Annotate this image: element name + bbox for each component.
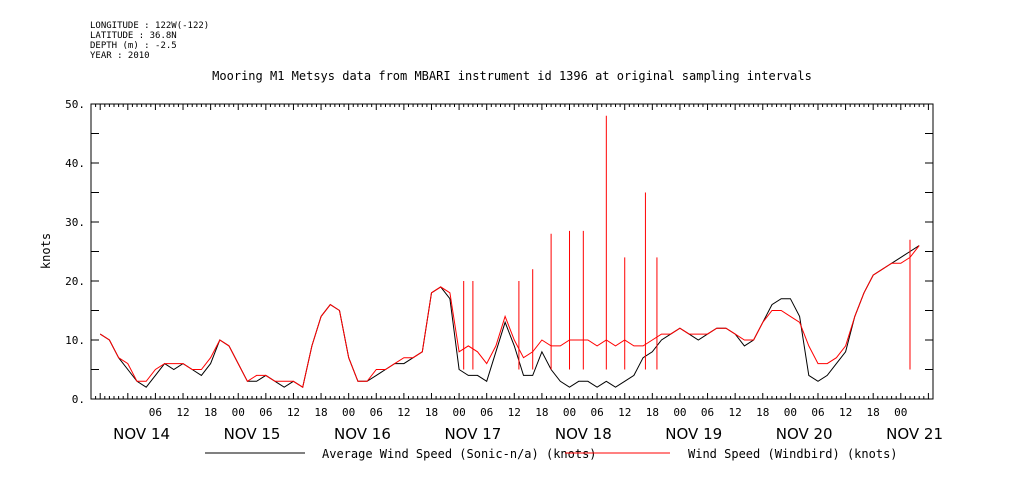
y-tick-label: 50. [65,98,85,111]
x-hour-label: 00 [563,406,576,419]
x-day-label: NOV 20 [776,425,833,443]
x-hour-label: 12 [287,406,300,419]
metadata-block: LONGITUDE : 122W(-122) LATITUDE : 36.8N … [90,21,209,61]
plot-frame [90,103,934,400]
x-hour-label: 06 [811,406,824,419]
legend: Average Wind Speed (Sonic-n/a) (knots) W… [205,447,898,461]
x-hour-label: 18 [535,406,548,419]
legend-label-average: Average Wind Speed (Sonic-n/a) (knots) [322,447,597,461]
x-hour-label: 06 [149,406,162,419]
metadata-longitude: LONGITUDE : 122W(-122) [90,21,210,31]
y-tick-label: 30. [65,216,85,229]
y-axis-label: knots [39,233,53,269]
x-day-label: NOV 16 [334,425,391,443]
x-hour-label: 12 [618,406,631,419]
x-hour-label: 00 [784,406,797,419]
x-hour-label: 06 [259,406,272,419]
series-line-average-wind-speed [99,245,920,389]
x-day-label: NOV 14 [113,425,170,443]
x-hour-label: 18 [646,406,659,419]
legend-label-windbird: Wind Speed (Windbird) (knots) [688,447,898,461]
x-hour-label: 18 [756,406,769,419]
x-day-label: NOV 15 [224,425,281,443]
x-day-label: NOV 18 [555,425,612,443]
x-hour-label: 18 [204,406,217,419]
y-tick-label: 40. [65,157,85,170]
chart-title: Mooring M1 Metsys data from MBARI instru… [212,69,812,83]
x-day-label: NOV 21 [886,425,943,443]
y-tick-label: 10. [65,334,85,347]
x-hour-label: 18 [425,406,438,419]
x-hour-label: 12 [729,406,742,419]
y-tick-label: 0. [72,393,85,406]
x-hour-label: 06 [480,406,493,419]
y-axis-tick-labels: 0. 10. 20. 30. 40. 50. [65,98,85,406]
x-day-label: NOV 17 [444,425,501,443]
series-group [99,115,920,389]
x-hour-label: 00 [673,406,686,419]
x-hour-label: 06 [370,406,383,419]
x-hour-label: 12 [508,406,521,419]
x-day-label: NOV 19 [665,425,722,443]
series-line-windbird-wind-speed [99,245,920,389]
x-hour-label: 00 [894,406,907,419]
x-hour-label: 00 [232,406,245,419]
x-hour-label: 18 [867,406,880,419]
x-hour-label: 12 [397,406,410,419]
y-tick-label: 20. [65,275,85,288]
x-axis-day-labels: NOV 14 NOV 15 NOV 16 NOV 17 NOV 18 NOV 19 NOV … [113,425,943,443]
x-hour-label: 00 [452,406,465,419]
x-hour-label: 06 [701,406,714,419]
x-hour-label: 12 [176,406,189,419]
metadata-latitude: LATITUDE : 36.8N [90,31,177,41]
x-hour-label: 12 [839,406,852,419]
x-hour-label: 06 [590,406,603,419]
x-axis-hour-labels: 06 12 18 00 06 12 18 00 06 12 18 00 06 12 18 00 06 12 18 00… [149,406,908,419]
axis-ticks [90,103,934,400]
metadata-depth: DEPTH (m) : -2.5 [90,41,177,51]
x-hour-label: 18 [314,406,327,419]
metadata-year: YEAR : 2010 [90,51,150,61]
x-hour-label: 00 [342,406,355,419]
